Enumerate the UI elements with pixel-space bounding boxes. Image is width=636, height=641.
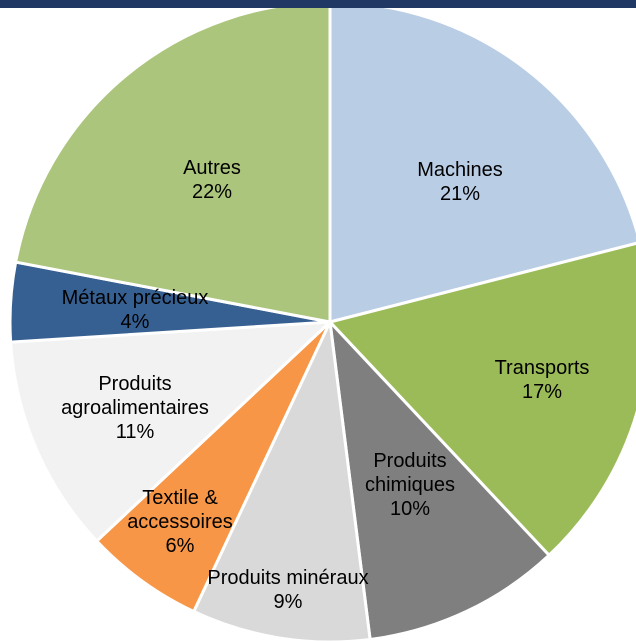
pie-slice [327, 241, 636, 558]
value-label: 11% [115, 421, 155, 443]
value-label: 6% [165, 535, 195, 557]
pie-slice [327, 317, 552, 641]
slice-label: Autres 22% [137, 156, 287, 204]
pie-slice [9, 320, 335, 544]
top-bar [0, 0, 636, 8]
value-label: 4% [120, 311, 150, 333]
slice-label: Produits minéraux 9% [158, 566, 418, 614]
value-label: 10% [389, 498, 431, 520]
category-label: Textile & accessoires [127, 487, 233, 533]
value-label: 21% [439, 183, 481, 205]
category-label: Produits minéraux [207, 567, 369, 589]
category-label: Produits agroalimentaires [61, 373, 209, 419]
value-label: 22% [191, 181, 233, 203]
slice-label: Produits chimiques 10% [360, 449, 460, 521]
slice-label: Machines 21% [385, 158, 535, 206]
category-label: Produits chimiques [364, 450, 456, 496]
slice-label: Textile & accessoires 6% [120, 486, 240, 558]
value-label: 9% [273, 591, 303, 613]
value-label: 17% [521, 381, 563, 403]
pie-slice [94, 320, 332, 614]
category-label: Transports [494, 357, 590, 379]
slice-label: Produits agroalimentaires 11% [40, 372, 230, 444]
category-label: Métaux précieux [61, 287, 209, 309]
slice-label: Transports 17% [467, 356, 617, 404]
category-label: Machines [417, 159, 503, 181]
category-label: Autres [183, 157, 241, 179]
slice-label: Métaux précieux 4% [20, 286, 250, 334]
